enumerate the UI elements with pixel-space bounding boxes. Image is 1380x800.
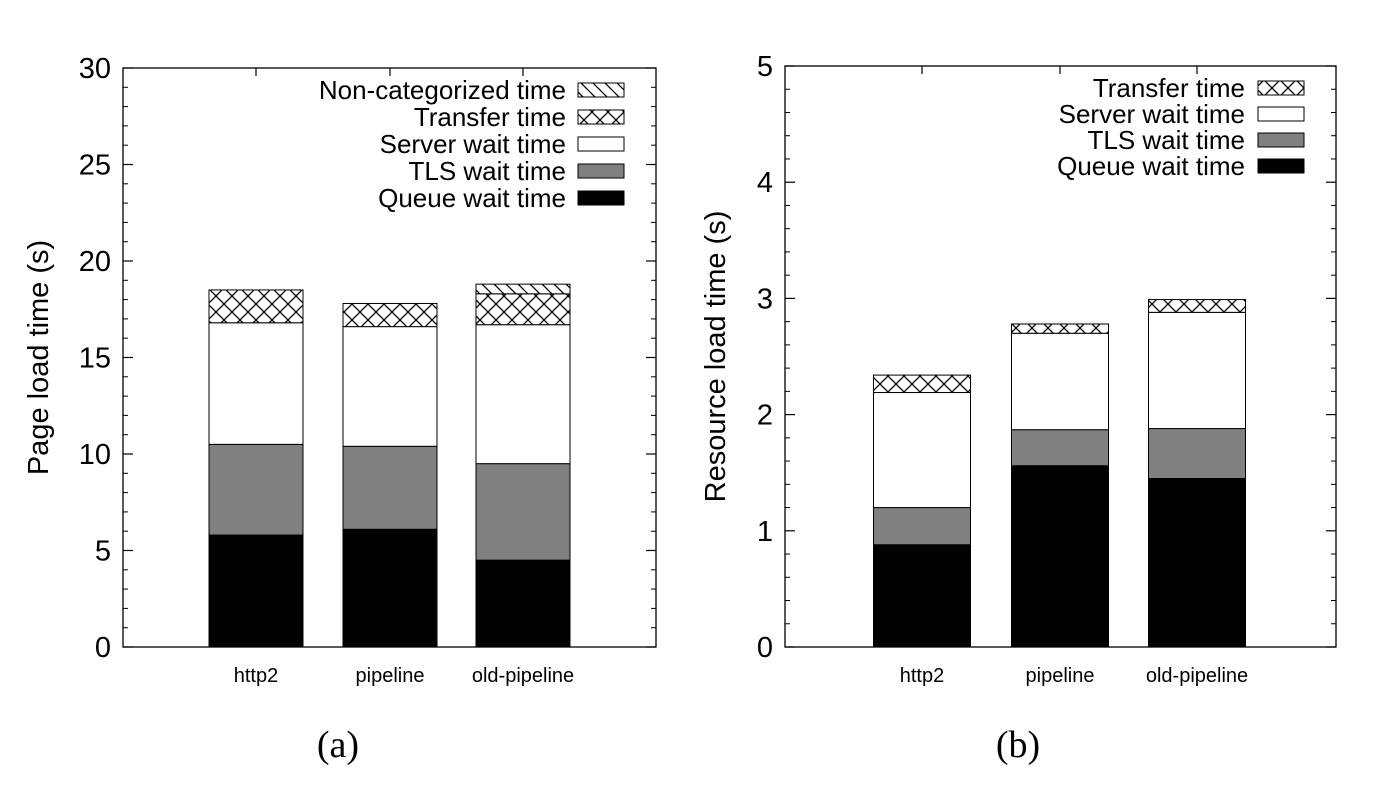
- bar-tls-wait-time-http2-a: [208, 443, 304, 536]
- legend-swatch-tls-wait-time-a: [577, 163, 625, 179]
- bar-server-wait-time-http2-a: [208, 322, 304, 445]
- bar-tls-wait-time-old-pipeline-a: [475, 463, 571, 561]
- y-tick-label-b: 3: [757, 283, 773, 315]
- bar-tls-wait-time-pipeline-b: [1011, 429, 1109, 467]
- bar-non-categorized-time-old-pipeline-a: [475, 283, 571, 295]
- legend-swatch-queue-wait-time-a: [577, 190, 625, 206]
- bar-queue-wait-time-pipeline-a: [342, 528, 438, 648]
- y-tick-label-a: 5: [95, 536, 111, 568]
- legend-swatch-server-wait-time-a: [577, 136, 625, 152]
- y-tick-label-b: 2: [757, 400, 773, 432]
- legend-swatch-tls-wait-time-b: [1257, 132, 1305, 148]
- bar-transfer-time-http2-a: [208, 289, 304, 324]
- y-tick-label-a: 10: [79, 439, 111, 471]
- panel-caption-b: (b): [996, 724, 1040, 766]
- legend-label-queue-wait-time-b: Queue wait time: [1057, 151, 1245, 181]
- bar-transfer-time-pipeline-a: [342, 302, 438, 328]
- y-tick-label-b: 0: [757, 632, 773, 664]
- x-tick-label-pipeline-a: pipeline: [356, 665, 425, 687]
- legend-label-transfer-time-b: Transfer time: [1093, 73, 1245, 103]
- y-axis-title-a: Page load time (s): [23, 240, 55, 475]
- legend-label-server-wait-time-a: Server wait time: [380, 129, 566, 159]
- bar-transfer-time-http2-b: [873, 374, 971, 394]
- bar-transfer-time-old-pipeline-b: [1148, 299, 1246, 313]
- x-tick-label-http2-a: http2: [234, 665, 278, 687]
- x-tick-label-pipeline-b: pipeline: [1026, 665, 1095, 687]
- y-tick-label-a: 30: [79, 53, 111, 85]
- y-tick-label-a: 20: [79, 246, 111, 278]
- y-tick-label-a: 15: [79, 343, 111, 375]
- y-axis-title-b: Resource load time (s): [700, 211, 732, 503]
- y-tick-label-b: 1: [757, 516, 773, 548]
- bar-queue-wait-time-http2-a: [208, 534, 304, 648]
- chart-panel-b: 0 1 2 3 4 5 Resource load time (s) http2 pipelin…: [700, 51, 1337, 766]
- bar-tls-wait-time-http2-b: [873, 507, 971, 546]
- legend-swatch-non-categorized-time-a: [577, 82, 625, 98]
- legend-swatch-server-wait-time-b: [1257, 106, 1305, 122]
- y-tick-label-a: 0: [95, 632, 111, 664]
- legend-label-server-wait-time-b: Server wait time: [1059, 99, 1245, 129]
- bar-queue-wait-time-old-pipeline-b: [1148, 478, 1246, 648]
- bar-transfer-time-old-pipeline-a: [475, 293, 571, 326]
- bar-server-wait-time-pipeline-a: [342, 326, 438, 447]
- bar-server-wait-time-old-pipeline-b: [1148, 311, 1246, 430]
- legend-swatch-transfer-time-a: [577, 109, 625, 125]
- bar-tls-wait-time-pipeline-a: [342, 445, 438, 530]
- legend-label-queue-wait-time-a: Queue wait time: [378, 183, 566, 213]
- legend-label-tls-wait-time-b: TLS wait time: [1088, 125, 1246, 155]
- x-tick-label-old-pipeline-b: old-pipeline: [1146, 665, 1248, 687]
- panel-caption-a: (a): [317, 724, 359, 766]
- chart-panel-a: 0 5 10 15 20 25 30 Page load time (s) http2 pipel…: [23, 53, 657, 766]
- y-tick-label-b: 5: [757, 51, 773, 83]
- legend-swatch-transfer-time-b: [1257, 80, 1305, 96]
- bar-queue-wait-time-pipeline-b: [1011, 465, 1109, 648]
- bar-server-wait-time-pipeline-b: [1011, 332, 1109, 431]
- y-tick-label-a: 25: [79, 150, 111, 182]
- legend-swatch-queue-wait-time-b: [1257, 158, 1305, 174]
- bar-server-wait-time-old-pipeline-a: [475, 324, 571, 465]
- bar-queue-wait-time-http2-b: [873, 544, 971, 648]
- legend-label-tls-wait-time-a: TLS wait time: [409, 156, 567, 186]
- bar-tls-wait-time-old-pipeline-b: [1148, 428, 1246, 480]
- bar-queue-wait-time-old-pipeline-a: [475, 559, 571, 648]
- x-tick-label-old-pipeline-a: old-pipeline: [472, 665, 574, 687]
- y-tick-label-b: 4: [757, 167, 773, 199]
- bar-server-wait-time-http2-b: [873, 392, 971, 509]
- legend-label-transfer-time-a: Transfer time: [414, 102, 566, 132]
- x-tick-label-http2-b: http2: [900, 665, 944, 687]
- bar-transfer-time-pipeline-b: [1011, 323, 1109, 334]
- legend-label-non-categorized-time-a: Non-categorized time: [319, 75, 566, 105]
